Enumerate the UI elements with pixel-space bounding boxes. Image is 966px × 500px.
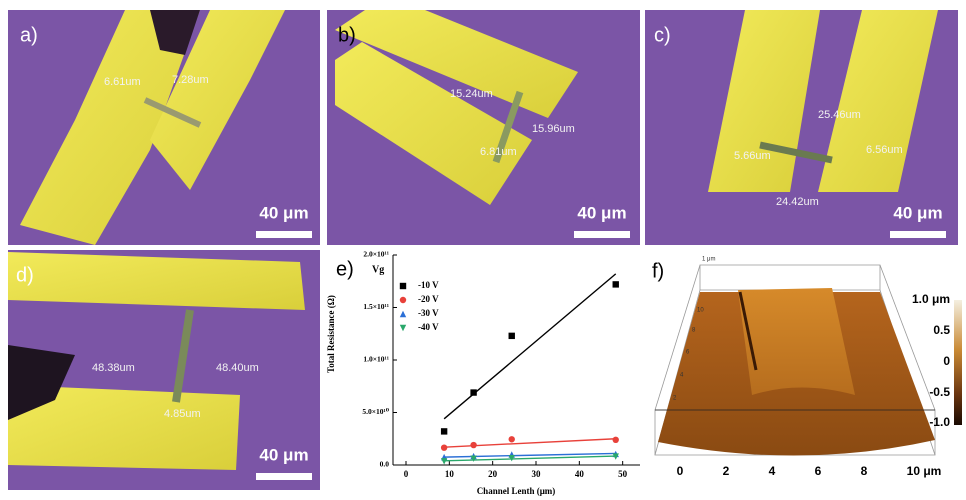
y-tick-label: 2.0×10¹¹ xyxy=(363,250,389,259)
data-point xyxy=(470,442,476,448)
panel-label: f) xyxy=(652,260,664,282)
data-point xyxy=(613,281,619,287)
afm-box xyxy=(700,265,880,290)
y-tick-label: 0.0 xyxy=(380,460,390,469)
panel-label: b) xyxy=(338,24,356,46)
scale-bar xyxy=(574,231,630,238)
annotation: 6.81um xyxy=(480,146,517,158)
x-tick-label: 10 xyxy=(445,469,455,479)
box-label: 1 μm xyxy=(702,257,715,263)
annotation: 15.24um xyxy=(450,88,493,100)
x-tick-label: 30 xyxy=(532,469,542,479)
annotation: 6.61um xyxy=(104,76,141,88)
annotation: 6.56um xyxy=(866,144,903,156)
annotation: 15.96um xyxy=(532,123,575,135)
panel-d: d) 48.38um 48.40um 4.85um 40 μm xyxy=(8,250,320,490)
data-point xyxy=(441,428,447,434)
x-axis-label: Channel Lenth (μm) xyxy=(477,486,556,496)
annotation: 25.46um xyxy=(818,109,861,121)
fit-line xyxy=(444,439,616,447)
panel-b: b) 15.24um 15.96um 6.81um 40 μm xyxy=(327,10,640,245)
scale-bar xyxy=(256,231,312,238)
x-tick-label: 0 xyxy=(404,469,409,479)
legend-title: Vg xyxy=(372,264,384,275)
annotation: 24.42um xyxy=(776,196,819,208)
annotation: 4.85um xyxy=(164,408,201,420)
panel-label: d) xyxy=(16,264,34,286)
data-point xyxy=(509,333,515,339)
colorbar-tick: 1.0 μm xyxy=(912,292,950,306)
legend-marker xyxy=(400,297,406,303)
data-point xyxy=(613,437,619,443)
scale-bar-label: 40 μm xyxy=(259,203,308,222)
panel-label: c) xyxy=(654,24,671,46)
legend-label: -30 V xyxy=(418,308,439,318)
legend-marker xyxy=(400,325,406,331)
x-tick-label: 8 xyxy=(861,464,868,478)
fit-line xyxy=(444,274,616,419)
data-point xyxy=(470,389,476,395)
y-tick-label: 1.5×10¹¹ xyxy=(363,302,389,311)
panel-a: a) 6.61um 7.28um 40 μm xyxy=(8,10,320,245)
colorbar-tick: -1.0 xyxy=(929,415,950,429)
figure: a) 6.61um 7.28um 40 μm b) 15.24um 15.96u… xyxy=(0,0,966,500)
annotation: 48.38um xyxy=(92,362,135,374)
x-tick-label: 2 xyxy=(723,464,730,478)
data-point xyxy=(509,436,515,442)
scale-bar xyxy=(890,231,946,238)
colorbar xyxy=(954,300,962,425)
scale-bar-label: 40 μm xyxy=(893,203,942,222)
legend-label: -20 V xyxy=(418,294,439,304)
y-tick-label: 1.0×10¹¹ xyxy=(363,355,389,364)
panel-f: f) 1 μm 10 8 6 4 2 0 2 4 6 8 10 μm 1.0 μ… xyxy=(652,257,962,479)
panel-e: e) Total Resistance (Ω) Channel Lenth (μ… xyxy=(326,250,640,496)
scale-bar-label: 40 μm xyxy=(577,203,626,222)
legend-label: -40 V xyxy=(418,322,439,332)
electrode xyxy=(8,252,305,310)
panel-c: c) 25.46um 5.66um 6.56um 24.42um 40 μm xyxy=(645,10,958,245)
panel-label: a) xyxy=(20,24,38,46)
x-tick-label: 40 xyxy=(575,469,585,479)
legend-label: -10 V xyxy=(418,280,439,290)
scale-bar xyxy=(256,473,312,480)
box-label: 10 xyxy=(697,308,704,314)
y-tick-label: 5.0×10¹⁰ xyxy=(362,407,389,416)
x-tick-label: 6 xyxy=(815,464,822,478)
annotation: 5.66um xyxy=(734,150,771,162)
legend-marker xyxy=(400,283,406,289)
x-tick-label: 50 xyxy=(618,469,628,479)
y-axis-label: Total Resistance (Ω) xyxy=(326,295,336,373)
scale-bar-label: 40 μm xyxy=(259,445,308,464)
x-tick-label: 10 μm xyxy=(907,464,942,478)
x-tick-label: 4 xyxy=(769,464,776,478)
data-point xyxy=(509,455,515,461)
panel-label: e) xyxy=(336,258,354,280)
colorbar-tick: 0 xyxy=(943,354,950,368)
annotation: 7.28um xyxy=(172,74,209,86)
data-point xyxy=(441,444,447,450)
colorbar-tick: -0.5 xyxy=(929,385,950,399)
x-tick-label: 0 xyxy=(677,464,684,478)
legend-marker xyxy=(400,311,406,317)
colorbar-tick: 0.5 xyxy=(933,323,950,337)
x-tick-label: 20 xyxy=(488,469,498,479)
annotation: 48.40um xyxy=(216,362,259,374)
